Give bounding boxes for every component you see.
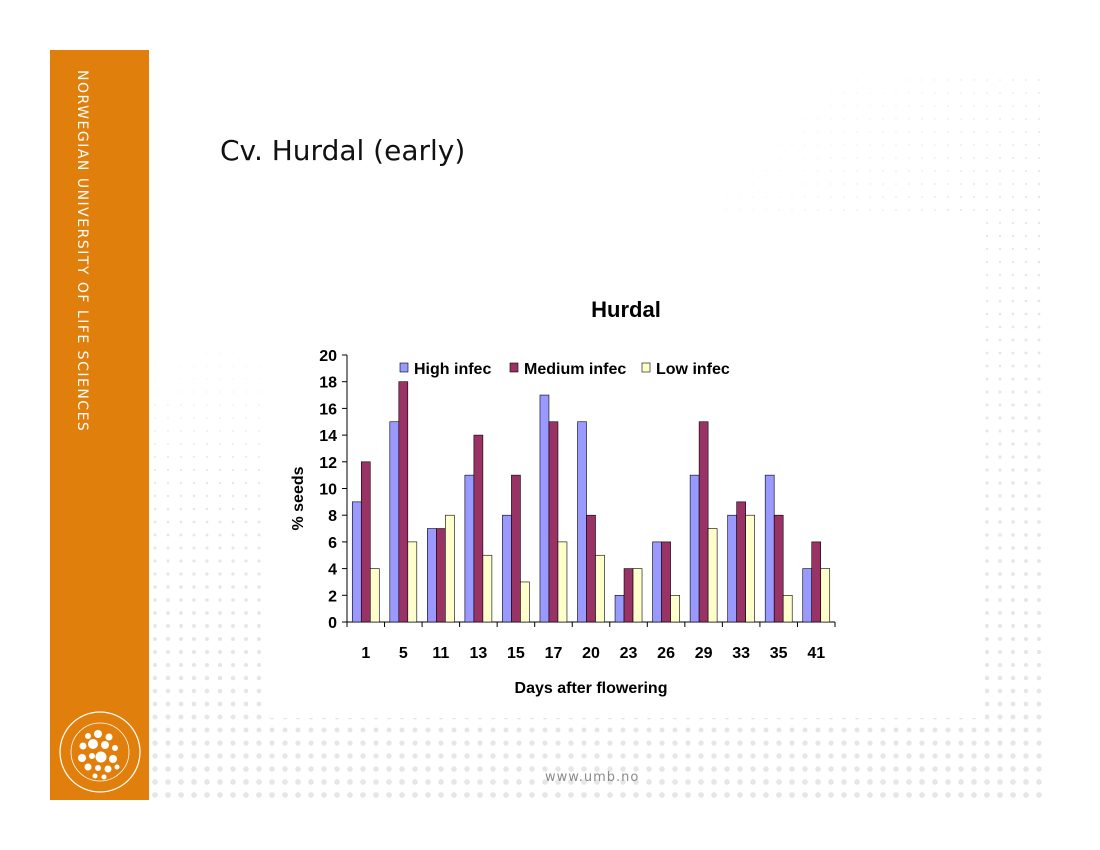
bar-high-infec	[689, 474, 700, 623]
bar-medium-infec	[360, 461, 371, 623]
legend-label: Low infec	[656, 361, 730, 378]
chart-title: Hurdal	[591, 297, 661, 322]
bar-high-infec	[802, 568, 813, 623]
y-tick-label: 10	[319, 482, 337, 499]
x-tick-label: 11	[432, 645, 449, 662]
y-tick-label: 2	[328, 588, 337, 605]
bar-low-infec	[820, 568, 831, 623]
x-tick-label: 41	[807, 645, 825, 662]
bar-medium-infec	[623, 568, 634, 623]
y-tick-label: 0	[328, 615, 337, 632]
slide: NORWEGIAN UNIVERSITY OF LIFE SCIENCES Cv…	[50, 50, 1050, 800]
x-tick-label: 23	[620, 645, 638, 662]
y-tick-label: 16	[319, 401, 337, 418]
bar-high-infec	[539, 394, 550, 623]
bar-high-infec	[764, 474, 775, 623]
bar-low-infec	[482, 554, 493, 623]
bar-low-infec	[707, 528, 718, 623]
x-tick-label: 33	[732, 645, 750, 662]
x-tick-label: 13	[469, 645, 487, 662]
bar-medium-infec	[698, 421, 709, 623]
bar-high-infec	[351, 501, 362, 623]
bar-high-infec	[577, 421, 587, 623]
bar-medium-infec	[473, 434, 484, 623]
bar-high-infec	[652, 541, 662, 623]
legend-swatch	[509, 362, 519, 373]
y-tick-label: 14	[319, 428, 337, 445]
bar-high-infec	[427, 528, 437, 623]
y-tick-label: 4	[328, 562, 337, 579]
bar-low-infec	[745, 514, 755, 623]
y-tick-label: 8	[328, 508, 337, 525]
y-tick-label: 12	[319, 455, 337, 472]
bar-low-infec	[407, 541, 418, 623]
bar-high-infec	[389, 421, 400, 623]
x-tick-label: 5	[399, 645, 408, 662]
x-tick-label: 26	[657, 645, 675, 662]
x-tick-label: 17	[545, 645, 563, 662]
y-tick-label: 18	[319, 375, 337, 392]
x-tick-label: 20	[582, 645, 600, 662]
x-tick-label: 35	[770, 645, 788, 662]
x-axis-label: Days after flowering	[515, 680, 668, 697]
legend-label: Medium infec	[524, 361, 626, 378]
bar-medium-infec	[811, 541, 822, 623]
y-axis-label: % seeds	[290, 466, 307, 530]
bar-medium-infec	[511, 474, 521, 623]
bar-low-infec	[445, 514, 455, 623]
bar-medium-infec	[736, 501, 746, 623]
bar-low-infec	[595, 554, 605, 623]
y-tick-label: 6	[328, 535, 337, 552]
legend-swatch	[641, 362, 651, 373]
bar-medium-infec	[398, 381, 409, 623]
bar-medium-infec	[661, 541, 671, 623]
footer-url: www.umb.no	[545, 770, 640, 785]
bar-low-infec	[670, 594, 680, 623]
university-name: NORWEGIAN UNIVERSITY OF LIFE SCIENCES	[74, 70, 90, 433]
slide-title: Cv. Hurdal (early)	[220, 134, 466, 167]
bar-high-infec	[464, 474, 475, 623]
legend-swatch	[399, 362, 409, 373]
x-tick-label: 1	[361, 645, 370, 662]
x-tick-label: 29	[695, 645, 713, 662]
university-logo-icon	[59, 711, 141, 793]
bar-high-infec	[502, 514, 512, 623]
bar-medium-infec	[548, 421, 559, 623]
sidebar: NORWEGIAN UNIVERSITY OF LIFE SCIENCES	[50, 50, 149, 800]
bar-low-infec	[520, 581, 530, 623]
bar-medium-infec	[436, 528, 446, 623]
y-tick-label: 20	[319, 348, 337, 365]
bar-low-infec	[557, 541, 568, 623]
legend-label: High infec	[414, 361, 491, 378]
bar-low-infec	[369, 568, 380, 623]
x-tick-label: 15	[507, 645, 525, 662]
bar-medium-infec	[773, 514, 784, 623]
bar-high-infec	[727, 514, 737, 623]
bar-low-infec	[782, 594, 793, 623]
bar-low-infec	[632, 568, 643, 623]
bar-high-infec	[614, 594, 625, 623]
legend: High infec Medium infec Low infec	[399, 361, 730, 378]
bar-medium-infec	[586, 514, 596, 623]
